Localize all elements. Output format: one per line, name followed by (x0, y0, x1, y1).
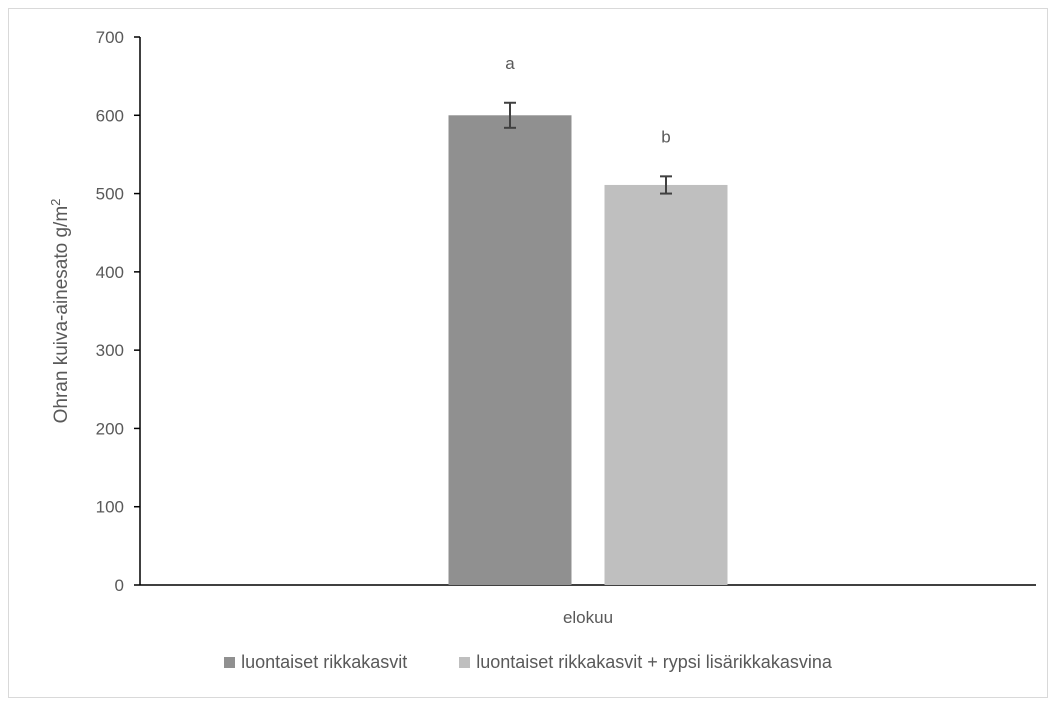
error-bar-series-2 (660, 175, 672, 195)
bar-series-1 (448, 115, 572, 586)
error-bar-series-1 (504, 101, 516, 129)
y-tick-label: 300 (96, 341, 124, 360)
legend-swatch-series-2 (459, 657, 471, 668)
y-tick-label: 400 (96, 263, 124, 282)
y-tick-label: 0 (115, 576, 124, 595)
legend: luontaiset rikkakasvit luontaiset rikkak… (0, 652, 1056, 673)
y-tick-label: 600 (96, 106, 124, 125)
y-axis-title-superscript: 2 (48, 199, 63, 206)
bar-series-2 (604, 184, 728, 585)
y-axis-ticks: 0 100 200 300 400 500 600 700 (96, 28, 140, 595)
legend-label-series-2: luontaiset rikkakasvit + rypsi lisärikka… (476, 652, 832, 672)
y-tick-label: 500 (96, 185, 124, 204)
y-tick-label: 200 (96, 419, 124, 438)
x-category-label: elokuu (563, 608, 613, 627)
legend-item-series-1: luontaiset rikkakasvit (224, 652, 407, 673)
y-axis-title: Ohran kuiva-ainesato g/m2 (48, 199, 73, 424)
y-axis-title-text: Ohran kuiva-ainesato g/m (51, 206, 72, 424)
legend-item-series-2: luontaiset rikkakasvit + rypsi lisärikka… (459, 652, 832, 673)
legend-label-series-1: luontaiset rikkakasvit (241, 652, 408, 672)
data-label-series-2: b (661, 127, 670, 146)
data-label-series-1: a (505, 54, 515, 73)
bars: ab (448, 54, 728, 586)
legend-swatch-series-1 (224, 657, 236, 668)
y-tick-label: 700 (96, 28, 124, 47)
y-tick-label: 100 (96, 498, 124, 517)
